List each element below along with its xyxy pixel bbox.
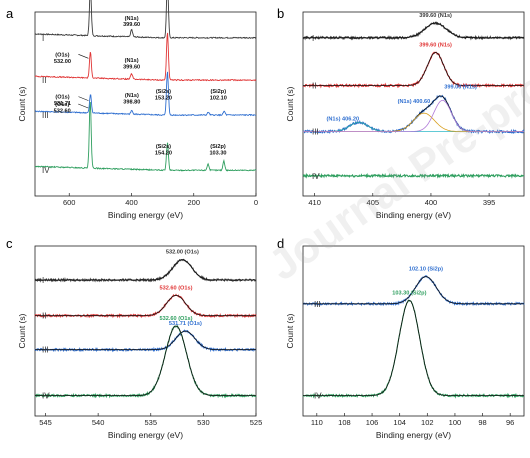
y-axis-label: Count (s) — [17, 86, 27, 121]
annotation-arrow — [78, 54, 88, 58]
y-axis-label: Count (s) — [285, 313, 295, 348]
x-axis-label: Binding energy (eV) — [376, 210, 451, 220]
peak-annotation: (Si2s)154.20 — [155, 144, 172, 156]
series-label-III: III — [314, 300, 321, 309]
peak-annotation: (N1s)399.60 — [123, 16, 140, 28]
peak-annotation: (Si2p)102.10 — [210, 89, 227, 101]
peak-annotation: (Si2p)103.30 — [209, 144, 226, 156]
panel-letter-a: a — [6, 6, 14, 21]
panel-b: 410 405 400 395 Binding energy (eV) Count (s)… — [277, 6, 524, 220]
x-tick-label: 108 — [338, 418, 351, 427]
peak-annotation: (O1s)532.00 — [54, 52, 71, 64]
series-label-II: II — [42, 312, 46, 321]
y-axis-label: Count (s) — [285, 86, 295, 121]
x-axis-label: Binding energy (eV) — [376, 430, 451, 440]
series-line-IV — [303, 175, 524, 177]
peak-annotation: 103.30 (Si2p) — [392, 290, 426, 296]
x-tick-label: 104 — [393, 418, 406, 427]
annotation-arrow — [78, 104, 88, 108]
x-tick-label: 0 — [254, 198, 258, 207]
y-axis-label: Count (s) — [17, 313, 27, 348]
x-tick-label: 410 — [308, 198, 321, 207]
series-label-III: III — [42, 346, 49, 355]
peak-annotation: 399.60 (N1s) — [419, 42, 452, 48]
plot-frame — [35, 246, 256, 416]
peak-annotation: 532.60 (O1s) — [160, 316, 193, 322]
series-label-II: II — [42, 76, 46, 85]
series-line-IV — [35, 326, 256, 397]
x-axis-label: Binding energy (eV) — [108, 210, 183, 220]
fit-envelope-II — [35, 295, 256, 315]
peak-annotation: (Si2s)153.20 — [155, 89, 172, 101]
series-label-III: III — [42, 111, 49, 120]
series-line-I — [35, 0, 256, 38]
peak-annotation: (N1s)398.80 — [123, 93, 140, 105]
x-tick-label: 98 — [478, 418, 486, 427]
panel-letter-d: d — [277, 236, 284, 251]
fit-envelope-II — [303, 53, 524, 86]
x-tick-label: 525 — [250, 418, 263, 427]
series-label-IV: IV — [314, 392, 322, 401]
x-tick-label: 96 — [506, 418, 514, 427]
fit-envelope-IV — [303, 300, 524, 395]
panel-c: 545 540 535 530 525 Binding energy (eV) Count … — [6, 236, 262, 440]
peak-annotation: 102.10 (Si2p) — [409, 267, 443, 273]
annotation-arrow — [78, 97, 88, 101]
series-line-I — [35, 259, 256, 281]
peak-annotation: (N1s) 406.20 — [327, 116, 360, 122]
x-tick-label: 395 — [483, 198, 496, 207]
panel-letter-b: b — [277, 6, 284, 21]
series-line-II — [35, 295, 256, 317]
x-tick-label: 405 — [367, 198, 380, 207]
x-tick-label: 200 — [187, 198, 200, 207]
series-label-I: I — [42, 34, 44, 43]
fit-envelope-III — [35, 331, 256, 350]
x-tick-label: 106 — [366, 418, 379, 427]
series-line-IV — [303, 300, 524, 396]
panel-a: 600 400 200 0 Binding energy (eV) Count (s) I (… — [6, 0, 258, 220]
series-label-IV: IV — [312, 172, 320, 181]
series-label-III: III — [312, 128, 319, 137]
x-tick-label: 400 — [425, 198, 438, 207]
x-tick-label: 545 — [39, 418, 52, 427]
series-label-IV: IV — [42, 392, 50, 401]
x-tick-label: 102 — [421, 418, 434, 427]
x-tick-label: 540 — [92, 418, 105, 427]
component-peak-1 — [303, 122, 524, 131]
fit-envelope-IV — [35, 326, 256, 396]
peak-annotation: (N1s) 400.60 — [398, 99, 431, 105]
series-label-II: II — [312, 82, 316, 91]
peak-annotation: 532.60 (O1s) — [160, 285, 193, 291]
series-line-III — [35, 330, 256, 350]
peak-annotation: 399.00 (N1s) — [444, 84, 477, 90]
fit-envelope-I — [35, 260, 256, 280]
series-label-IV: IV — [42, 166, 50, 175]
panel-d: 110 108 106 104 102 100 98 96 Binding energy (eV… — [277, 236, 524, 440]
x-tick-label: 100 — [449, 418, 462, 427]
x-tick-label: 110 — [311, 418, 323, 427]
series-label-I: I — [42, 276, 44, 285]
peak-annotation: (N1s)399.60 — [123, 58, 140, 70]
x-tick-label: 600 — [63, 198, 76, 207]
x-tick-label: 535 — [145, 418, 158, 427]
peak-annotation: 399.60 (N1s) — [419, 13, 452, 19]
x-tick-label: 530 — [197, 418, 210, 427]
x-tick-label: 400 — [125, 198, 138, 207]
series-label-I: I — [312, 34, 314, 43]
series-line-II — [303, 52, 524, 86]
x-axis-label: Binding energy (eV) — [108, 430, 183, 440]
panel-letter-c: c — [6, 236, 13, 251]
peak-annotation: 532.00 (O1s) — [166, 250, 199, 256]
peak-annotation: (O1s)532.60 — [54, 102, 71, 114]
